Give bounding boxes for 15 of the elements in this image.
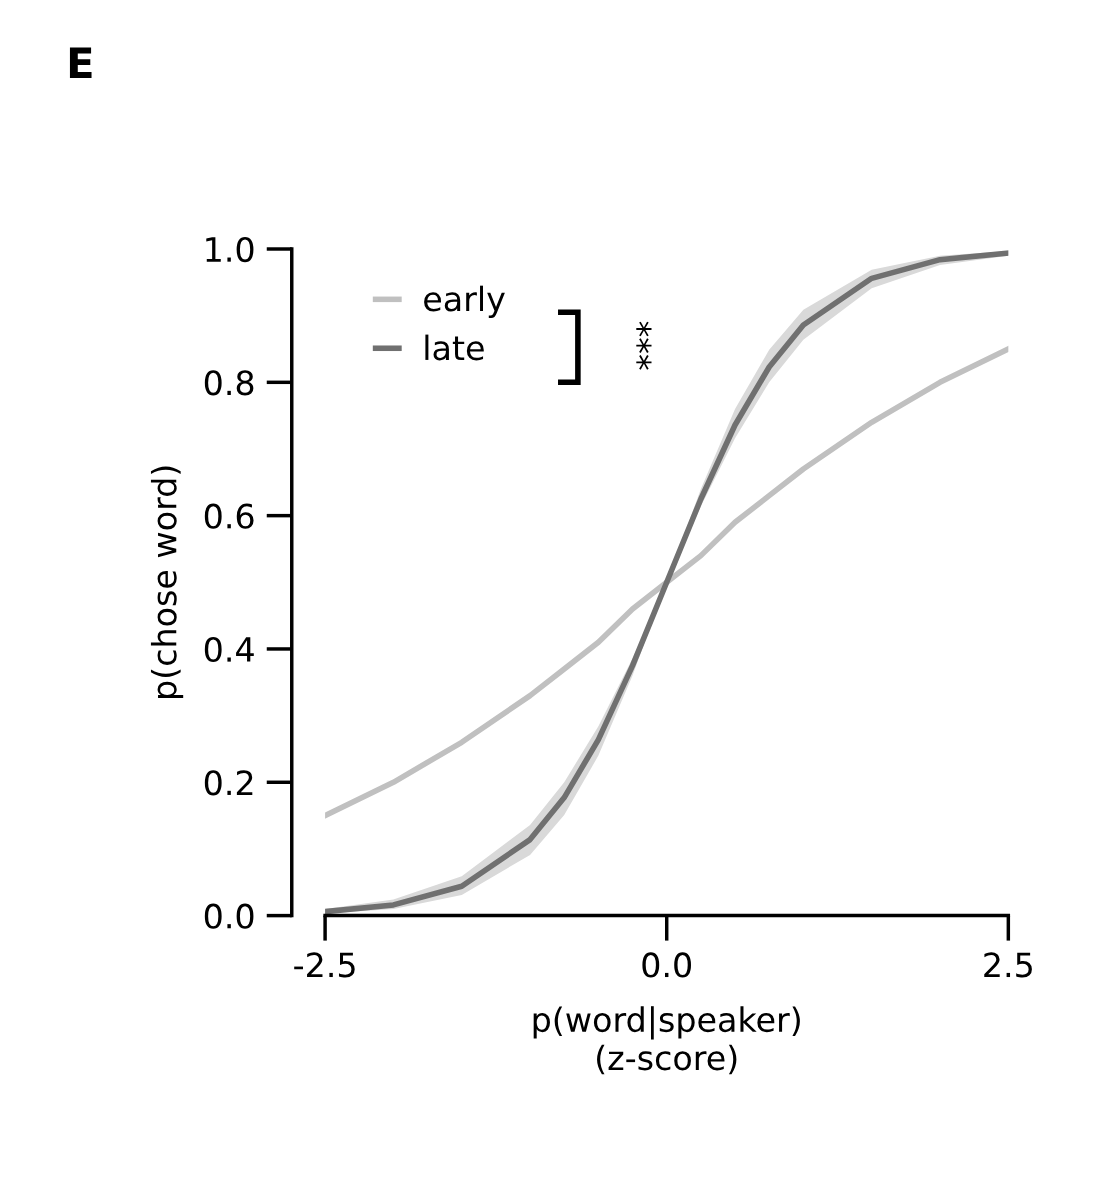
x-tick-label: 2.5 [984,952,1032,978]
legend-label: late [425,334,484,361]
legend-label: early [424,285,505,318]
y-tick-label: 0.8 [204,370,254,396]
y-tick-label: 0.6 [204,503,254,529]
x-tick-label: -2.5 [294,952,355,978]
annotation: *** [636,321,652,370]
y-tick-label: 0.2 [204,770,253,796]
y-tick-label: 1.0 [206,236,254,263]
y-axis-title: p(chose word) [150,466,184,698]
y-tick-label: 0.4 [204,636,254,663]
x-axis-title: p(word|speaker) (z-score) [533,1006,800,1075]
y-tick-label: 0.0 [204,903,254,929]
x-tick-label: 0.0 [642,952,691,978]
chart-title: E [69,47,92,78]
